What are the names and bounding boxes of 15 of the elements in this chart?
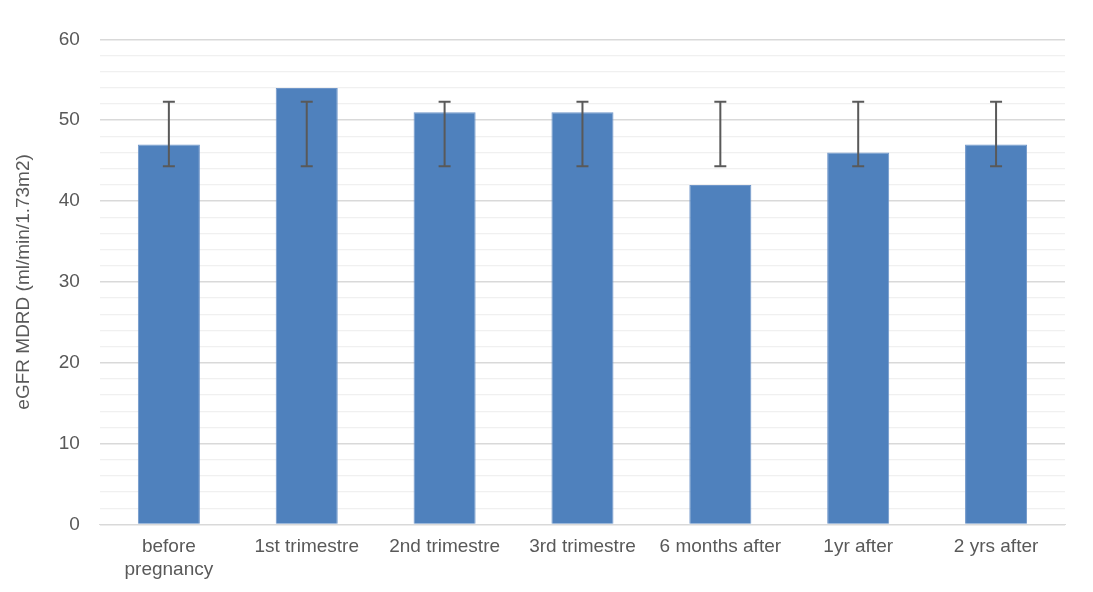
x-tick-label: 2 yrs after — [953, 535, 1039, 557]
y-tick-label: 20 — [58, 350, 80, 372]
y-tick-label: 10 — [58, 431, 80, 453]
x-tick-label: 6 months after — [659, 535, 782, 557]
x-tick-label: 1st trimestre — [254, 535, 359, 557]
y-tick-label: 30 — [58, 270, 80, 292]
x-tick-label: 3rd trimestre — [529, 535, 636, 557]
x-tick-label: 1yr after — [823, 535, 894, 557]
y-tick-label: 60 — [58, 27, 80, 49]
x-tick-label: 2nd trimestre — [389, 535, 501, 557]
y-tick-label: 40 — [58, 189, 80, 211]
y-axis-title: eGFR MDRD (ml/min/1.73m2) — [11, 154, 33, 410]
y-tick-label: 0 — [69, 512, 80, 534]
x-tick-label: before pregnancy — [124, 535, 214, 579]
y-tick-label: 50 — [58, 108, 80, 130]
